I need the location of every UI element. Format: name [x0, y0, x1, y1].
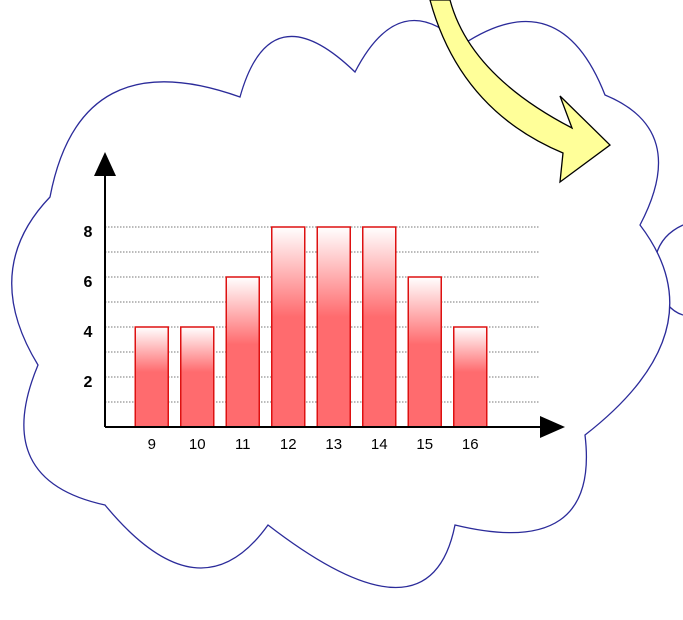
y-tick-label: 2	[84, 374, 93, 391]
bar	[181, 327, 214, 427]
x-tick-label: 16	[462, 436, 479, 453]
bar	[226, 277, 259, 427]
chart: 2 4 6 8 9 10 11 12 13 14 15 16	[0, 0, 683, 620]
y-tick-label: 8	[84, 224, 93, 241]
y-tick-label: 4	[84, 324, 93, 341]
x-tick-label: 15	[416, 436, 433, 453]
x-tick-label: 11	[235, 436, 251, 453]
bar	[317, 227, 350, 427]
y-tick-label: 6	[84, 274, 93, 291]
x-tick-label: 13	[325, 436, 342, 453]
x-tick-label: 9	[148, 436, 156, 453]
x-tick-label: 10	[189, 436, 206, 453]
x-tick-label: 12	[280, 436, 297, 453]
bar	[408, 277, 441, 427]
bar	[272, 227, 305, 427]
bar	[135, 327, 168, 427]
x-tick-label: 14	[371, 436, 388, 453]
bar	[454, 327, 487, 427]
bar	[363, 227, 396, 427]
